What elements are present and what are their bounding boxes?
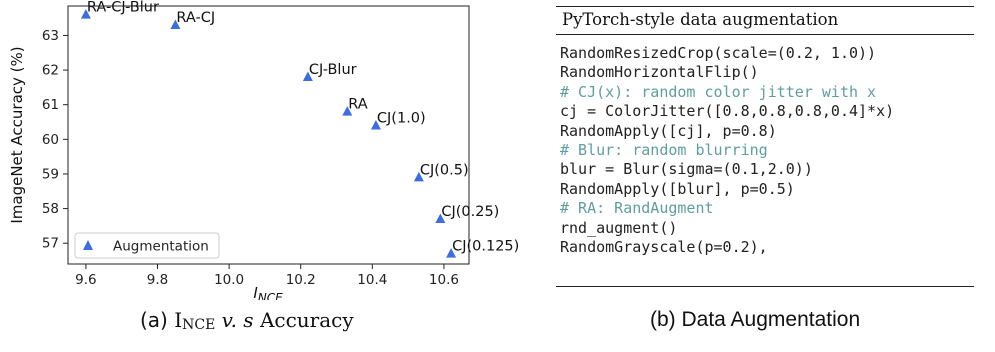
x-tick-label: 10.6 [429, 272, 459, 288]
code-line: RandomGrayscale(p=0.2), [560, 238, 768, 257]
plot-frame [67, 5, 470, 265]
data-point-label: CJ-Blur [309, 62, 357, 78]
y-axis-label: ImageNet Accuracy (%) [8, 46, 26, 223]
data-point-label: CJ(1.0) [377, 110, 426, 126]
code-line: RandomApply([blur], p=0.5) [560, 179, 795, 198]
data-point-label: CJ(0.125) [452, 239, 519, 255]
caption-a: (a) INCE v. s Accuracy [140, 308, 354, 333]
scatter-chart: 9.6 9.8 10.0 10.2 10.4 10.6 57 58 59 60 61 62 63 RA… [8, 0, 519, 300]
y-tick-label: 59 [42, 166, 59, 182]
caption-b: (b) Data Augmentation [650, 308, 861, 331]
code-line: cj = ColorJitter([0.8,0.8,0.8,0.4]*x) [560, 102, 895, 121]
data-point-label: RA-CJ-Blur [87, 0, 159, 16]
bottom-rule [556, 286, 974, 287]
x-tick-label: 9.8 [147, 272, 168, 288]
y-tick-label: 62 [42, 63, 59, 79]
code-block: RandomResizedCrop(scale=(0.2, 1.0)) Rando… [556, 35, 974, 257]
data-point-marker [446, 248, 457, 258]
code-line: RandomHorizontalFlip() [560, 63, 759, 82]
x-axis-label-main: I [253, 284, 258, 300]
x-tick-label: 10.4 [357, 272, 387, 288]
data-point-marker [370, 119, 381, 130]
data-point-marker [342, 106, 353, 116]
y-axis-ticks: 57 58 59 60 61 62 63 [42, 28, 68, 252]
y-tick-label: 63 [42, 28, 59, 44]
x-tick-label: 10.2 [286, 272, 316, 288]
code-line: rnd_augment() [560, 218, 678, 237]
x-axis-label-sub: NCE [258, 291, 283, 300]
legend-entry-augmentation: Augmentation [113, 239, 209, 255]
data-point-label: RA [348, 97, 367, 113]
y-tick-label: 58 [42, 201, 59, 217]
data-point-label: CJ(0.25) [441, 204, 499, 220]
x-tick-label: 9.6 [75, 272, 96, 288]
code-panel: PyTorch-style data augmentation RandomRe… [556, 6, 974, 257]
code-line: RandomResizedCrop(scale=(0.2, 1.0)) [560, 44, 877, 62]
code-line: RandomApply([cj], p=0.8) [560, 121, 777, 140]
caption-a-i: I [174, 308, 183, 332]
data-point-label: RA-CJ [176, 10, 215, 26]
x-axis-ticks: 9.6 9.8 10.0 10.2 10.4 10.6 [75, 264, 459, 288]
caption-a-rest: Accuracy [259, 308, 354, 332]
y-tick-label: 61 [42, 97, 59, 113]
top-rule [556, 6, 974, 7]
legend-marker [83, 240, 93, 250]
code-panel-title: PyTorch-style data augmentation [562, 10, 839, 29]
legend: Augmentation [74, 232, 220, 259]
caption-a-vs: v. s [215, 308, 260, 332]
x-tick-label: 10.0 [214, 272, 244, 288]
y-tick-label: 57 [42, 236, 59, 252]
code-comment-line: # CJ(x): random color jitter with x [560, 82, 877, 101]
legend-box [74, 232, 220, 259]
y-tick-label: 60 [42, 132, 59, 148]
caption-a-sub: NCE [182, 317, 216, 333]
data-point-marker [170, 19, 181, 30]
data-point-label: CJ(0.5) [420, 162, 469, 178]
caption-a-prefix: (a) [140, 308, 175, 332]
code-comment-line: # Blur: random blurring [560, 141, 768, 160]
code-comment-line: # RA: RandAugment [560, 199, 714, 218]
data-point-marker [302, 71, 313, 81]
data-point-marker [413, 171, 424, 182]
code-line: blur = Blur(sigma=(0.1,2.0)) [560, 160, 813, 179]
data-point-marker [435, 213, 446, 223]
data-points: RA-CJ-Blur RA-CJ CJ-Blur RA CJ(1.0) CJ(0.5) CJ… [80, 0, 519, 258]
mid-rule [556, 34, 974, 35]
data-point-marker [80, 9, 91, 19]
x-axis-label: INCE [253, 284, 283, 300]
